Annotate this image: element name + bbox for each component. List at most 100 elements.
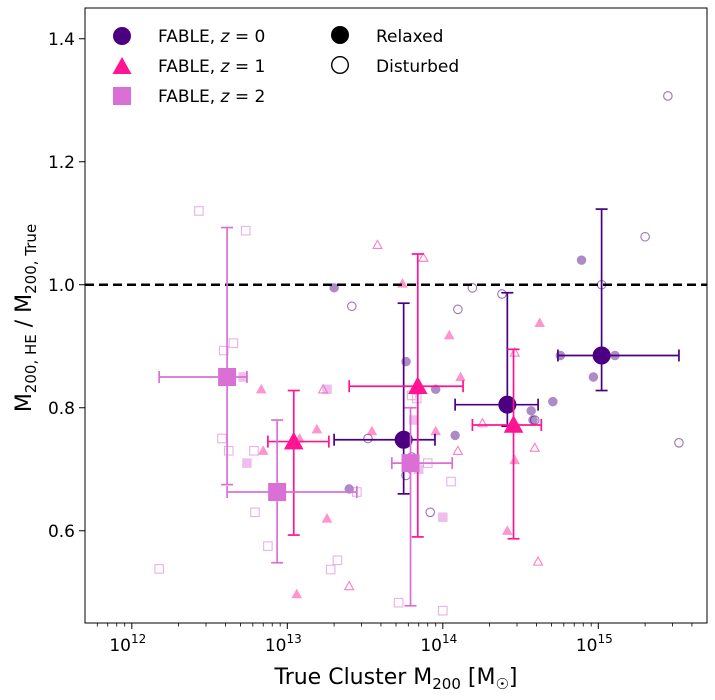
binned-point-marker [218, 368, 237, 386]
binned-point-marker [498, 395, 517, 414]
disturbed-point [325, 564, 336, 575]
binned-point-marker [283, 431, 304, 450]
y-axis-label: M200, HE / M200, True [12, 224, 40, 412]
x-axis-label-sub: 200 [432, 675, 461, 693]
y-tick-label: 0.6 [48, 522, 75, 542]
disturbed-point [497, 289, 507, 299]
y-tick-label: 1.4 [48, 30, 75, 50]
x-tick-label: 1015 [576, 632, 613, 656]
y-tick-label: 1.0 [48, 276, 75, 296]
disturbed-point [411, 393, 422, 404]
legend-entry-z0: FABLE, z = 0 [113, 27, 265, 47]
disturbed-point [228, 338, 239, 348]
disturbed-point [223, 445, 234, 456]
disturbed-point [640, 231, 650, 242]
legend-entry-z2: FABLE, z = 2 [113, 87, 265, 107]
disturbed-point [194, 206, 204, 216]
y-axis-label-slash: / M [12, 294, 37, 334]
legend-label-disturbed: Disturbed [376, 57, 459, 77]
disturbed-point [532, 555, 544, 566]
disturbed-point [250, 507, 260, 518]
binned-point-group [158, 226, 248, 486]
disturbed-point [263, 541, 273, 551]
disturbed-point [393, 597, 404, 608]
y-tick-label: 1.2 [48, 153, 75, 173]
x-tick-label: 1013 [265, 632, 302, 656]
binned-point-group [454, 291, 539, 428]
binned-point-marker [592, 346, 611, 365]
relaxed-point [321, 512, 333, 523]
disturbed-point [218, 345, 229, 356]
relaxed-point [576, 255, 587, 265]
binned-point-marker [268, 483, 287, 502]
relaxed-point [255, 383, 267, 394]
disturbed-point [453, 304, 463, 315]
disturbed-point [529, 442, 541, 452]
relaxed-point [322, 384, 332, 395]
legend: FABLE, z = 0 FABLE, z = 1 FABLE, z = 2 R… [112, 26, 459, 107]
relaxed-point [528, 415, 538, 425]
data-points-layer [154, 91, 684, 616]
disturbed-point [363, 433, 373, 444]
relaxed-point [526, 406, 536, 416]
legend-marker-triangle [112, 57, 132, 74]
legend-entry-disturbed: Disturbed [331, 56, 459, 77]
x-tick-label: 1014 [420, 632, 457, 656]
relaxed-point [366, 425, 378, 436]
legend-marker-circle [113, 27, 131, 45]
y-tick-label: 0.8 [48, 399, 75, 419]
binned-point-marker [394, 430, 413, 449]
binned-point-marker [407, 376, 428, 394]
binned-point-group [267, 389, 330, 536]
legend-marker-square [113, 87, 131, 105]
relaxed-point [311, 423, 323, 434]
relaxed-point [450, 430, 460, 441]
disturbed-point [249, 445, 259, 456]
disturbed-point [477, 417, 488, 428]
legend-entry-relaxed: Relaxed [331, 26, 443, 47]
relaxed-point [509, 454, 521, 465]
disturbed-point [372, 239, 383, 249]
legend-label-z1: FABLE, z = 1 [158, 57, 265, 77]
relaxed-point [430, 384, 441, 395]
relaxed-point [502, 525, 513, 535]
binned-point-marker [503, 415, 524, 433]
axis-ticks-layer: 1012 1013 1014 1015 0.6 0.8 1.0 1.2 1.4 [48, 30, 693, 656]
disturbed-point [452, 445, 464, 455]
relaxed-point [438, 512, 448, 522]
binned-point-group [390, 406, 454, 607]
disturbed-point [446, 476, 456, 487]
binned-point-group [348, 253, 464, 538]
disturbed-point [425, 507, 436, 518]
x-tick-label: 1012 [109, 632, 146, 656]
binned-point-group [226, 419, 358, 564]
relaxed-point [455, 371, 466, 382]
disturbed-point [154, 564, 164, 574]
disturbed-point [332, 555, 343, 566]
legend-marker-open-circle [331, 56, 350, 75]
binned-point-group [471, 348, 543, 540]
binned-point-marker [401, 454, 420, 473]
x-axis-label-units-sub: ☉ [495, 675, 508, 693]
relaxed-point [242, 458, 252, 468]
disturbed-point [217, 433, 227, 444]
legend-label-z2: FABLE, z = 2 [158, 87, 265, 107]
x-axis-label-units: [M [461, 665, 496, 690]
y-axis-label-sub2: 200, True [22, 224, 40, 294]
x-axis-label-units-close: ] [509, 665, 518, 690]
legend-label-relaxed: Relaxed [376, 27, 443, 47]
disturbed-point [674, 438, 684, 448]
relaxed-point [534, 317, 546, 328]
disturbed-point [467, 283, 478, 293]
x-axis-label: True Cluster M200 [M☉] [273, 665, 517, 693]
binned-points-layer [158, 208, 680, 607]
disturbed-point [663, 91, 673, 101]
x-axis-label-main: True Cluster M [273, 665, 432, 690]
relaxed-point [257, 445, 269, 455]
y-axis-label-m1: M [12, 393, 37, 412]
relaxed-point [548, 396, 558, 407]
legend-marker-filled-circle [331, 26, 349, 44]
legend-entry-z1: FABLE, z = 1 [112, 57, 265, 77]
relaxed-point [588, 372, 599, 382]
